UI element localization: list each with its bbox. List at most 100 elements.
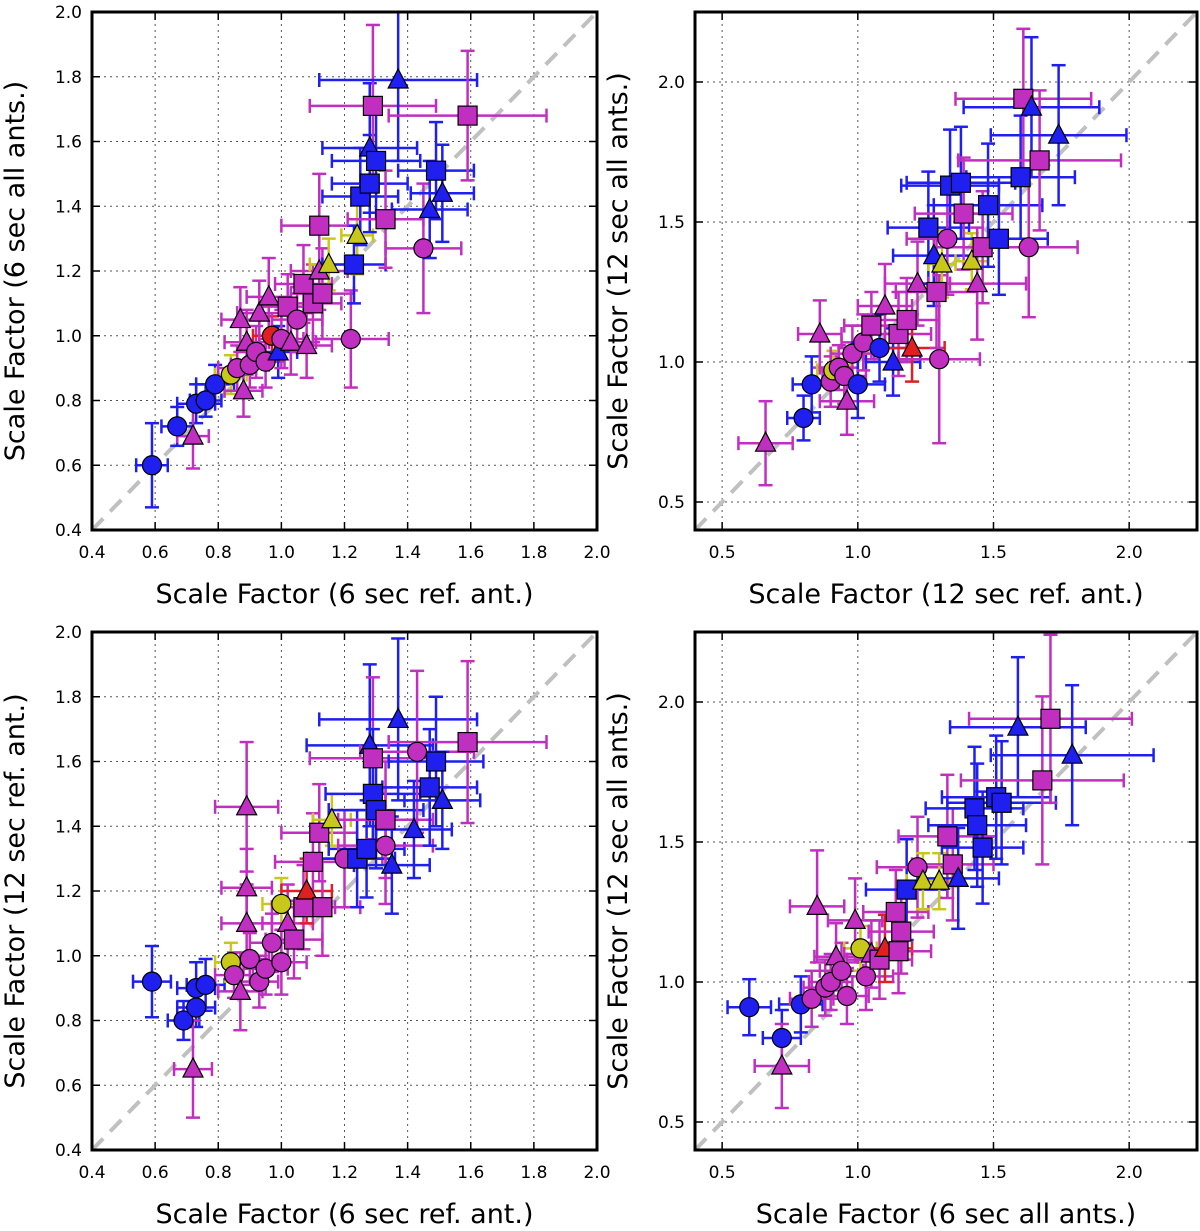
y-tick-label: 1.0 <box>55 947 82 967</box>
data-point-triangle <box>1020 94 1043 116</box>
data-point-triangle <box>232 378 255 400</box>
y-tick-label: 0.6 <box>55 456 82 476</box>
data-point-triangle <box>320 807 343 829</box>
x-tick-label: 2.0 <box>1116 1163 1143 1183</box>
y-tick-label: 1.2 <box>55 882 82 902</box>
data-point-triangle <box>966 271 989 293</box>
data-point-circle <box>141 455 163 476</box>
x-tick-label: 1.5 <box>980 1163 1007 1183</box>
one-to-one-line <box>92 632 597 1150</box>
data-point-square <box>356 838 377 860</box>
data-point-triangle <box>248 300 271 322</box>
data-point-triangle <box>387 67 410 89</box>
data-point-triangle <box>930 251 953 273</box>
data-point-triangle <box>257 284 280 306</box>
x-axis-label: Scale Factor (6 sec ref. ant.) <box>155 1199 533 1230</box>
data-point-triangle <box>960 248 983 270</box>
data-point-circle <box>375 835 396 856</box>
data-point-circle <box>869 337 890 359</box>
data-point-square <box>1040 708 1061 729</box>
data-point-circle <box>271 893 292 915</box>
data-point-triangle <box>402 817 425 839</box>
data-point-square <box>885 901 906 923</box>
data-point-square <box>861 315 882 336</box>
y-axis-label: Scale Factor (12 sec all ants.) <box>603 692 634 1090</box>
data-point-circle <box>287 309 308 330</box>
data-point-triangle <box>906 271 929 293</box>
data-point-triangle <box>873 293 896 315</box>
y-tick-label: 1.5 <box>658 213 685 233</box>
data-point-circle <box>413 238 434 259</box>
x-axis-label: Scale Factor (12 sec ref. ant.) <box>748 579 1143 610</box>
y-tick-label: 0.4 <box>55 1141 82 1161</box>
data-layer <box>92 12 597 530</box>
data-point-triangle <box>235 794 258 816</box>
y-tick-label: 1.6 <box>55 133 82 153</box>
data-point-square <box>926 281 947 303</box>
data-point-circle <box>173 1010 194 1031</box>
data-point-triangle <box>770 1053 793 1075</box>
one-to-one-line <box>92 12 597 530</box>
x-tick-label: 2.0 <box>583 1163 610 1183</box>
panel-bottom-right: 0.5 1.0 1.5 2.0 0.5 1.0 1.5 2.0 Scale Factor (6 … <box>603 630 1199 1230</box>
x-tick-label: 1.2 <box>331 543 358 563</box>
data-point-triangle <box>928 868 951 890</box>
y-tick-label: 2.0 <box>658 73 685 93</box>
y-tick-label: 1.0 <box>658 973 685 993</box>
data-point-circle <box>801 988 822 1009</box>
data-point-square <box>991 792 1012 813</box>
data-point-square <box>302 851 324 872</box>
data-point-square <box>896 309 917 331</box>
x-tick-label: 1.0 <box>844 543 871 563</box>
data-point-triangle <box>754 430 777 452</box>
y-axis-label: Scale Factor (12 sec all ants.) <box>603 72 634 470</box>
plot-frame <box>693 10 1199 532</box>
data-point-circle <box>1018 237 1039 258</box>
data-point-triangle <box>229 979 252 1000</box>
data-point-circle <box>261 932 283 953</box>
data-layer <box>92 632 597 1150</box>
data-point-triangle <box>279 329 302 351</box>
x-tick-label: 1.6 <box>457 1163 484 1183</box>
data-point-square <box>964 798 985 819</box>
data-point-square <box>918 217 939 238</box>
x-tick-label: 0.6 <box>142 1163 169 1183</box>
data-point-triangle <box>235 911 258 932</box>
data-point-triangle <box>947 866 970 888</box>
x-tick-label: 1.8 <box>520 1163 547 1183</box>
x-tick-label: 0.5 <box>709 543 736 563</box>
y-tick-label: 2.0 <box>55 623 82 643</box>
data-point-triangle <box>229 307 252 329</box>
data-point-square <box>1010 167 1031 188</box>
data-point-square <box>312 283 333 304</box>
data-point-triangle <box>295 878 318 900</box>
x-tick-label: 0.8 <box>205 1163 232 1183</box>
y-tick-label: 0.5 <box>658 493 685 513</box>
data-point-circle <box>167 416 188 437</box>
panel-top-left: 0.4 0.6 0.8 1.0 1.2 1.4 1.6 1.8 2.0 0.4 0.6 0.8 1.0 1… <box>0 3 611 610</box>
data-point-square <box>343 254 365 275</box>
data-point-triangle <box>835 388 858 410</box>
x-tick-label: 1.0 <box>268 1163 295 1183</box>
x-tick-label: 1.4 <box>394 543 421 563</box>
x-tick-label: 1.5 <box>980 543 1007 563</box>
y-tick-label: 0.8 <box>55 392 82 412</box>
y-tick-label: 0.6 <box>55 1076 82 1096</box>
data-point-triangle <box>901 335 924 357</box>
x-tick-label: 0.6 <box>142 543 169 563</box>
y-tick-label: 0.4 <box>55 521 82 541</box>
y-tick-label: 2.0 <box>658 693 685 713</box>
data-point-triangle <box>418 197 441 219</box>
x-tick-label: 1.4 <box>394 1163 421 1183</box>
data-point-triangle <box>431 788 454 809</box>
data-point-circle <box>223 965 245 986</box>
y-tick-label: 1.4 <box>55 817 82 837</box>
y-tick-label: 1.5 <box>658 833 685 853</box>
data-point-triangle <box>806 894 829 916</box>
x-tick-label: 2.0 <box>583 543 610 563</box>
data-point-square <box>891 921 912 942</box>
data-point-circle <box>793 407 814 429</box>
data-point-square <box>977 195 999 216</box>
data-point-triangle <box>1061 742 1084 764</box>
